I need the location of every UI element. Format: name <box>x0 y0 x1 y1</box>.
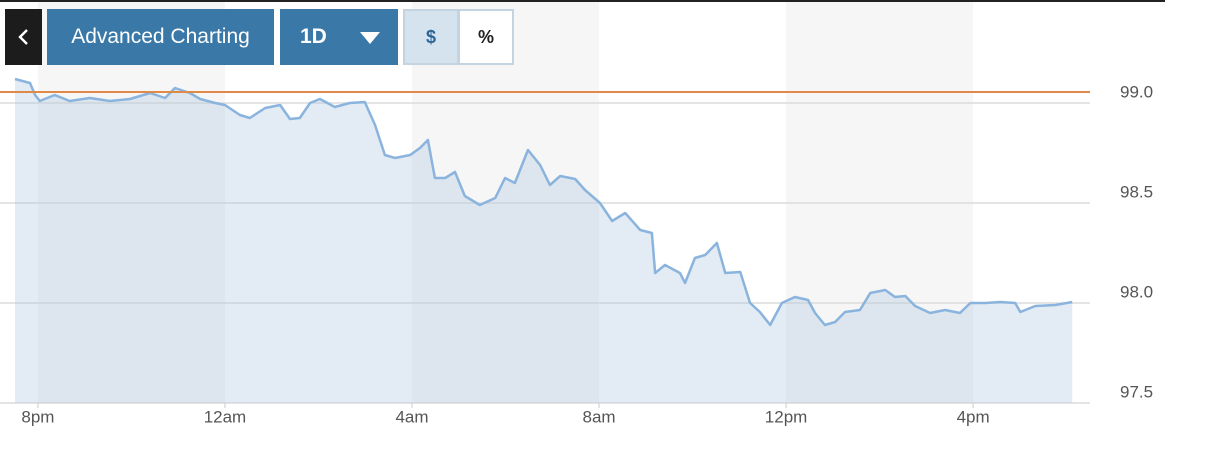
price-line <box>14 77 1073 327</box>
button-label: $ <box>425 26 436 47</box>
button-label: 1D <box>300 25 327 48</box>
advanced-charting-button[interactable]: Advanced Charting <box>47 9 274 65</box>
x-tick-label: 12am <box>204 407 247 426</box>
back-button[interactable] <box>5 9 42 65</box>
top-border <box>0 0 1165 2</box>
button-label: % <box>477 26 494 47</box>
y-tick-label: 97.5 <box>1120 382 1153 401</box>
y-tick-label: 99.0 <box>1120 82 1153 101</box>
y-tick-label: 98.0 <box>1120 282 1153 301</box>
y-tick-label: 98.5 <box>1120 182 1153 201</box>
currency-toggle[interactable]: $ <box>403 9 459 65</box>
x-tick-label: 8am <box>582 407 615 426</box>
range-dropdown[interactable]: 1D <box>280 9 398 65</box>
x-tick-label: 4pm <box>957 407 990 426</box>
percent-toggle[interactable]: % <box>458 9 514 65</box>
area <box>15 79 1073 403</box>
button-label: Advanced Charting <box>71 25 250 48</box>
x-tick-label: 4am <box>395 407 428 426</box>
dropdown-arrow <box>360 32 380 44</box>
x-tick-label: 8pm <box>21 407 54 426</box>
chevron-icon <box>17 29 28 45</box>
x-tick-label: 12pm <box>765 407 808 426</box>
